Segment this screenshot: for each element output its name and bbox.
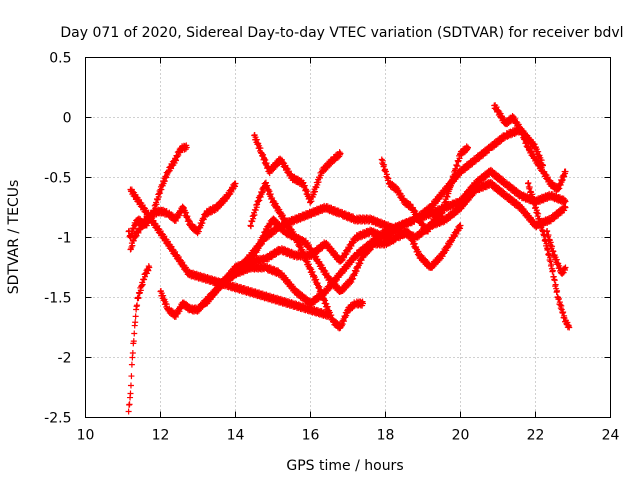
data-point-track-b [141, 276, 148, 283]
chart-title: Day 071 of 2020, Sidereal Day-to-day VTE… [60, 25, 623, 41]
data-point-track-l [536, 215, 543, 222]
data-point-track-b [135, 295, 142, 302]
x-tick-label: 12 [152, 428, 170, 444]
y-tick-label: 0.5 [49, 51, 71, 67]
x-tick-label: 24 [602, 428, 620, 444]
data-point-track-b [127, 390, 134, 397]
data-point-track-b [125, 408, 132, 415]
data-point-track-i [251, 211, 258, 218]
data-point-track-b [128, 361, 135, 368]
data-point-track-j [454, 163, 461, 170]
data-point-track-j [449, 178, 456, 185]
data-point-track-g [301, 182, 308, 189]
x-tick-label: 18 [377, 428, 395, 444]
data-point-track-k [521, 135, 528, 142]
y-axis-label: SDTVAR / TECUs [6, 180, 22, 295]
y-tick-label: -1 [58, 231, 72, 247]
data-point-track-b [134, 302, 141, 309]
data-point-track-j [439, 209, 446, 216]
data-point-track-l [566, 324, 573, 331]
y-tick-label: 0 [63, 111, 72, 127]
data-point-track-b [131, 330, 138, 337]
data-point-track-j [452, 167, 459, 174]
data-point-track-l [526, 184, 533, 191]
data-point-track-l [560, 309, 567, 316]
data-point-track-b [132, 313, 139, 320]
x-axis-label: GPS time / hours [286, 458, 403, 474]
x-tick-label: 16 [302, 428, 320, 444]
data-point-track-g [263, 160, 270, 167]
data-point-track-b [139, 281, 146, 288]
data-point-track-a [183, 144, 190, 151]
data-point-track-j [440, 205, 447, 212]
data-point-track-i [360, 300, 366, 307]
data-point-track-l [551, 277, 558, 284]
data-point-track-b [129, 349, 136, 356]
data-point-track-k [562, 168, 569, 175]
data-point-track-m [545, 232, 552, 239]
data-point-track-c [232, 180, 239, 187]
x-tick-label: 22 [527, 428, 545, 444]
data-point-track-l [544, 245, 551, 252]
data-point-track-k [561, 173, 568, 180]
data-point-track-m [549, 243, 556, 250]
data-point-track-i [247, 223, 254, 230]
data-point-track-l [530, 195, 537, 202]
data-point-track-i [264, 182, 271, 189]
axes: 10 12 14 16 18 20 22 24 0.5 0 -0.5 -1 -1.5 -2 -2.5 [44, 51, 619, 444]
data-point-track-b [130, 338, 137, 345]
y-tick-label: -2 [58, 351, 72, 367]
data-point-track-j [382, 168, 389, 175]
y-tick-label: -1.5 [44, 291, 71, 307]
x-tick-label: 10 [77, 428, 95, 444]
data-point-track-h [457, 222, 464, 229]
y-tick-label: -0.5 [44, 171, 71, 187]
plot-frame [85, 57, 611, 418]
y-tick-label: -2.5 [44, 411, 71, 427]
data-point-track-g [337, 150, 344, 157]
data-point-track-f [562, 204, 569, 211]
data-point-track-d [562, 198, 569, 205]
data-point-track-j [381, 161, 388, 168]
data-point-track-b [127, 382, 134, 389]
data-point-track-i [316, 283, 323, 290]
data-point-track-b [126, 401, 133, 408]
gridlines [85, 57, 611, 418]
data-point-track-a [153, 201, 160, 208]
x-tick-label: 14 [227, 428, 245, 444]
data-point-track-b [132, 319, 139, 326]
data-point-track-i [252, 207, 259, 214]
data-point-track-l [554, 287, 561, 294]
data-point-track-g [260, 151, 267, 158]
data-point-track-j [465, 144, 471, 151]
data-point-track-l [555, 295, 562, 302]
data-point-track-i [319, 292, 326, 299]
data-point-isolated [326, 312, 333, 319]
data-points [125, 102, 573, 415]
data-point-track-l [549, 267, 556, 274]
data-point-track-c [184, 213, 191, 220]
x-tick-label: 20 [452, 428, 470, 444]
data-point-track-b [128, 373, 135, 380]
data-point-track-j [444, 193, 451, 200]
data-point-track-j [385, 175, 392, 182]
data-point-track-m [562, 264, 569, 271]
data-point-track-l [532, 204, 539, 211]
data-point-track-b [146, 264, 153, 271]
